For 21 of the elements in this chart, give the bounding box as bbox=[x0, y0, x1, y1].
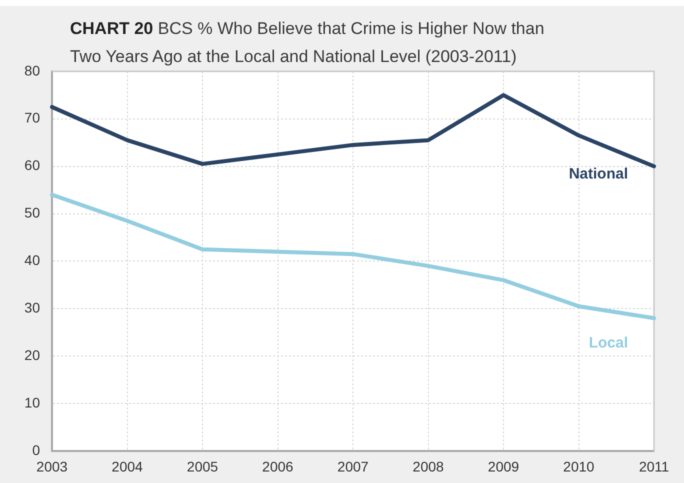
x-tick-label: 2003 bbox=[36, 458, 68, 474]
y-tick-label: 80 bbox=[24, 62, 40, 78]
chart-title: CHART 20 BCS % Who Believe that Crime is Higher Now than Two Years Ago at the Local and National Level (2003-2011) bbox=[70, 19, 544, 66]
y-tick-label: 10 bbox=[24, 394, 40, 410]
y-tick-label: 0 bbox=[32, 442, 40, 458]
x-tick-label: 2008 bbox=[412, 458, 444, 474]
y-tick-label: 70 bbox=[24, 110, 40, 126]
x-tick-label: 2005 bbox=[186, 458, 218, 474]
series-label: National bbox=[568, 165, 628, 182]
y-tick-label: 40 bbox=[24, 252, 40, 268]
x-tick-label: 2007 bbox=[337, 458, 369, 474]
x-tick-label: 2006 bbox=[262, 458, 294, 474]
x-tick-label: 2011 bbox=[638, 458, 670, 474]
y-tick-label: 50 bbox=[24, 204, 40, 221]
y-tick-label: 60 bbox=[24, 157, 40, 174]
x-tick-label: 2010 bbox=[563, 458, 595, 474]
y-tick-label: 30 bbox=[24, 300, 40, 316]
series-label: Local bbox=[588, 334, 628, 352]
y-tick-label: 20 bbox=[24, 346, 40, 363]
x-tick-label: 2004 bbox=[112, 458, 144, 474]
x-tick-label: 2009 bbox=[488, 458, 520, 474]
